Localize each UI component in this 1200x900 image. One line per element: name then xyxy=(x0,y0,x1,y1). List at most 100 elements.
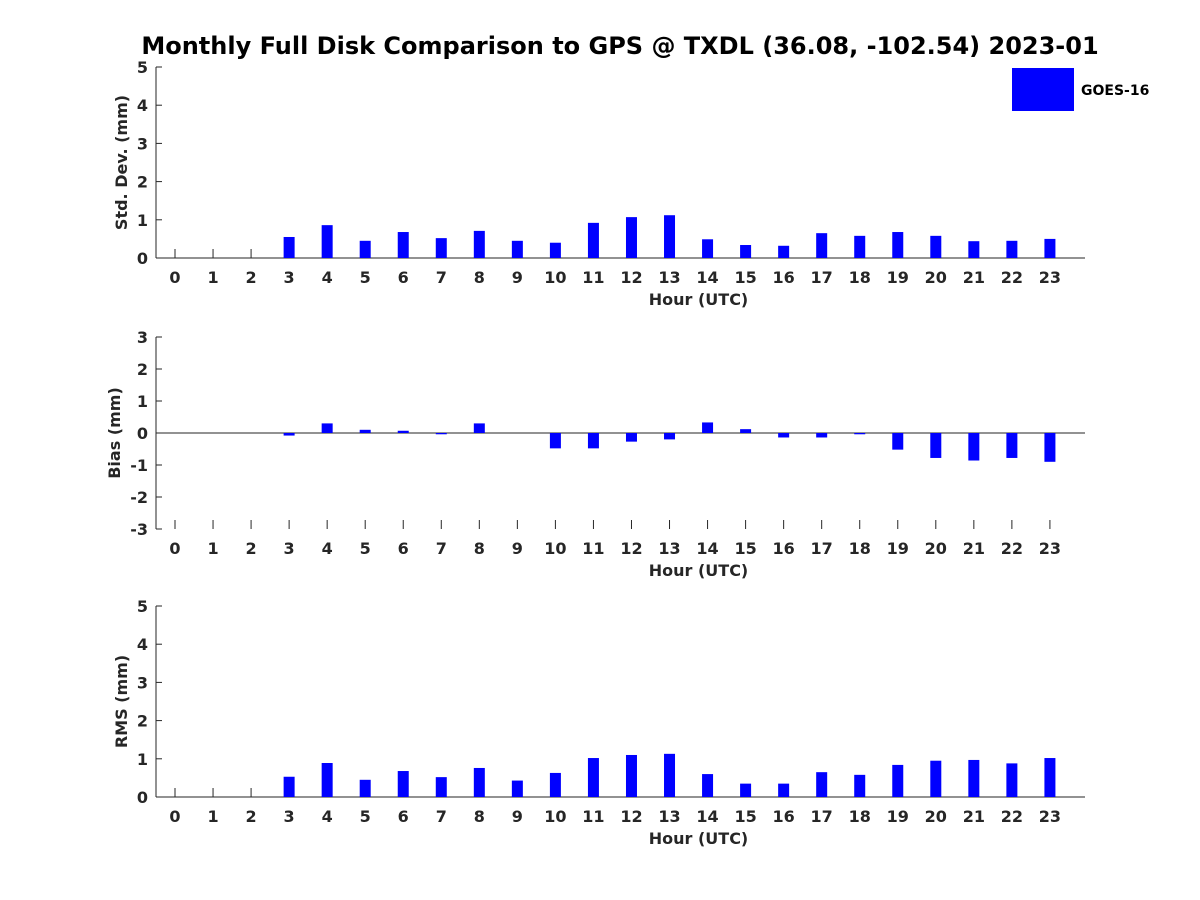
bar xyxy=(397,430,409,433)
bar xyxy=(892,232,904,258)
bar xyxy=(283,776,295,797)
bar xyxy=(664,753,676,797)
x-tick-label: 5 xyxy=(360,268,371,287)
x-tick-label: 13 xyxy=(658,539,680,558)
y-tick-label: -1 xyxy=(130,456,148,475)
bar xyxy=(740,245,752,258)
x-tick-label: 6 xyxy=(398,539,409,558)
y-axis-label: RMS (mm) xyxy=(112,655,131,748)
x-tick-label: 18 xyxy=(849,539,871,558)
x-tick-label: 4 xyxy=(322,268,333,287)
x-tick-label: 14 xyxy=(696,268,718,287)
bar xyxy=(435,433,447,435)
x-tick-label: 16 xyxy=(773,807,795,826)
bar xyxy=(359,779,371,797)
x-tick-label: 11 xyxy=(582,539,604,558)
bar xyxy=(587,222,599,258)
bar xyxy=(397,771,409,797)
x-axis-label: Hour (UTC) xyxy=(649,290,749,309)
y-tick-label: 2 xyxy=(137,173,148,192)
x-tick-label: 3 xyxy=(284,807,295,826)
bar xyxy=(625,433,637,442)
x-tick-label: 16 xyxy=(773,539,795,558)
bar xyxy=(854,235,866,258)
x-tick-label: 20 xyxy=(925,268,947,287)
bar xyxy=(892,433,904,450)
bar xyxy=(968,433,980,461)
x-tick-label: 4 xyxy=(322,807,333,826)
legend: GOES-16 xyxy=(1012,68,1149,111)
x-tick-label: 8 xyxy=(474,539,485,558)
chart-title: Monthly Full Disk Comparison to GPS @ TX… xyxy=(141,32,1098,60)
bar xyxy=(435,238,447,258)
bar xyxy=(854,433,866,435)
bar xyxy=(359,429,371,433)
bar xyxy=(321,763,333,797)
x-tick-label: 23 xyxy=(1039,807,1061,826)
bar xyxy=(321,225,333,258)
x-tick-label: 15 xyxy=(734,268,756,287)
y-tick-label: -2 xyxy=(130,488,148,507)
bar xyxy=(625,754,637,797)
x-tick-label: 17 xyxy=(811,539,833,558)
x-tick-label: 13 xyxy=(658,268,680,287)
x-tick-label: 6 xyxy=(398,268,409,287)
legend-swatch xyxy=(1012,68,1074,111)
y-tick-label: 2 xyxy=(137,360,148,379)
bar xyxy=(968,759,980,797)
x-tick-label: 16 xyxy=(773,268,795,287)
bar xyxy=(1006,763,1018,797)
bar xyxy=(511,780,523,797)
bar xyxy=(816,772,828,797)
y-tick-label: 2 xyxy=(137,712,148,731)
bar xyxy=(1006,433,1018,458)
y-tick-label: 0 xyxy=(137,249,148,268)
y-tick-label: 4 xyxy=(137,635,148,654)
x-tick-label: 22 xyxy=(1001,807,1023,826)
x-tick-label: 11 xyxy=(582,807,604,826)
x-tick-label: 23 xyxy=(1039,539,1061,558)
x-tick-label: 3 xyxy=(284,268,295,287)
bar xyxy=(625,217,637,258)
bar xyxy=(587,758,599,797)
bar xyxy=(930,433,942,458)
bar xyxy=(702,422,714,433)
x-tick-label: 21 xyxy=(963,268,985,287)
bar xyxy=(1044,238,1056,258)
y-tick-label: 5 xyxy=(137,58,148,77)
x-tick-label: 15 xyxy=(734,807,756,826)
bar xyxy=(511,240,523,258)
y-tick-label: 3 xyxy=(137,328,148,347)
bar xyxy=(702,774,714,797)
y-tick-label: 1 xyxy=(137,392,148,411)
x-tick-label: 10 xyxy=(544,807,566,826)
bar xyxy=(740,429,752,433)
bar xyxy=(664,433,676,440)
x-tick-label: 10 xyxy=(544,268,566,287)
bar xyxy=(778,783,790,797)
x-tick-label: 1 xyxy=(207,807,218,826)
bar xyxy=(283,236,295,258)
x-tick-label: 19 xyxy=(887,539,909,558)
x-tick-label: 10 xyxy=(544,539,566,558)
x-axis-label: Hour (UTC) xyxy=(649,829,749,848)
bar xyxy=(397,232,409,258)
y-tick-label: 3 xyxy=(137,134,148,153)
bar xyxy=(321,423,333,433)
x-tick-label: 2 xyxy=(246,807,257,826)
bar xyxy=(968,241,980,258)
bar xyxy=(702,239,714,258)
bar xyxy=(549,242,561,258)
bar xyxy=(892,764,904,797)
y-tick-label: 0 xyxy=(137,788,148,807)
x-axis-label: Hour (UTC) xyxy=(649,561,749,580)
bar xyxy=(549,772,561,797)
x-tick-label: 1 xyxy=(207,268,218,287)
x-tick-label: 12 xyxy=(620,268,642,287)
x-tick-label: 11 xyxy=(582,268,604,287)
y-tick-label: 1 xyxy=(137,211,148,230)
x-tick-label: 0 xyxy=(169,268,180,287)
